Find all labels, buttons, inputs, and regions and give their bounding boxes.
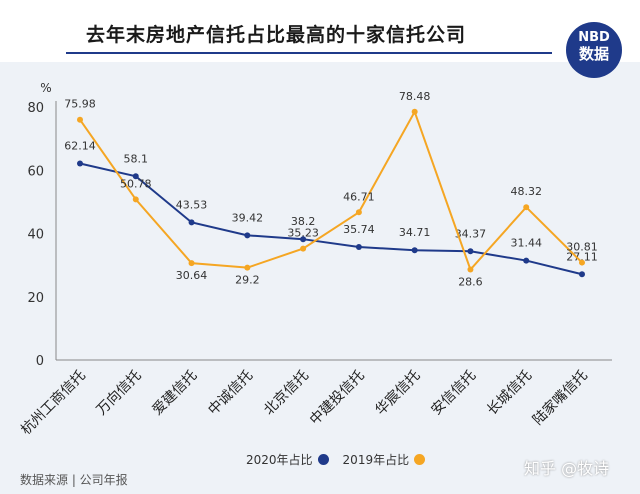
title-underline [66, 52, 552, 54]
data-label: 31.44 [510, 237, 542, 250]
data-label: 78.48 [399, 90, 431, 103]
data-point [411, 108, 418, 115]
data-label: 35.23 [287, 227, 319, 240]
data-point [244, 232, 251, 239]
data-point [355, 243, 362, 250]
data-point [77, 160, 83, 167]
series-line-1 [79, 109, 583, 272]
data-point [300, 236, 307, 243]
chart-title: 去年末房地产信托占比最高的十家信托公司 [86, 24, 467, 46]
data-point [132, 196, 139, 203]
data-point [467, 266, 474, 273]
y-tick-label: 80 [27, 101, 44, 116]
x-tick-label: 中建投信托 [307, 368, 368, 429]
data-point [132, 173, 139, 180]
legend-item-2020: 2020年占比 [246, 451, 329, 468]
x-tick-label: 长城信托 [484, 368, 535, 419]
series-line-0 [79, 162, 583, 276]
data-label: 62.14 [64, 139, 96, 152]
badge-label: 数据 [578, 45, 609, 63]
data-point [523, 257, 530, 264]
data-point [467, 248, 474, 255]
data-point [244, 264, 251, 271]
x-tick-label: 安信信托 [428, 368, 479, 419]
data-point [300, 245, 307, 252]
legend: 2020年占比 2019年占比 [246, 451, 439, 468]
data-point [188, 260, 195, 267]
legend-label-2019: 2019年占比 [342, 453, 410, 467]
x-tick-label: 华宸信托 [372, 367, 424, 419]
data-label: 43.53 [176, 198, 208, 211]
y-tick-label: 0 [36, 354, 44, 369]
x-tick-label: 爱建信托 [149, 368, 200, 419]
data-point [579, 259, 585, 266]
x-tick-label: 杭州工商信托 [18, 368, 89, 439]
data-label: 46.71 [343, 190, 375, 203]
data-label: 38.2 [291, 215, 316, 228]
data-label: 35.74 [343, 223, 375, 236]
title-band [0, 0, 640, 62]
data-point [579, 271, 585, 278]
data-point [188, 219, 195, 226]
data-label: 50.78 [120, 177, 152, 190]
data-label: 29.2 [235, 274, 260, 287]
data-label: 75.98 [64, 98, 96, 111]
x-tick-label: 万向信托 [94, 368, 145, 419]
x-tick-label: 北京信托 [261, 368, 312, 419]
badge-brand: NBD [578, 30, 610, 45]
x-tick-label: 中诚信托 [205, 368, 256, 419]
data-source: 数据来源 | 公司年报 [20, 473, 128, 487]
y-tick-label: 20 [27, 291, 44, 306]
data-point [523, 204, 530, 211]
legend-marker-2020 [317, 454, 329, 465]
x-tick-label: 陆家嘴信托 [529, 367, 591, 429]
data-label: 34.71 [399, 226, 431, 239]
data-point [355, 209, 362, 216]
legend-item-2019: 2019年占比 [343, 451, 426, 468]
data-label: 30.81 [566, 241, 598, 254]
data-point [411, 247, 418, 254]
watermark: 知乎 @牧诗 [524, 459, 610, 478]
legend-marker-2019 [414, 454, 426, 465]
data-label: 28.6 [458, 276, 483, 289]
data-label: 48.32 [510, 185, 542, 198]
data-label: 39.42 [232, 211, 264, 224]
y-tick-label: 40 [27, 228, 44, 243]
data-point [77, 116, 83, 123]
data-label: 58.1 [124, 152, 149, 165]
data-label: 34.37 [455, 227, 487, 240]
y-axis-unit: % [40, 81, 51, 95]
nbd-data-badge: NBD 数据 [566, 22, 622, 78]
y-tick-label: 60 [27, 164, 44, 179]
data-label: 30.64 [176, 269, 208, 282]
legend-label-2020: 2020年占比 [246, 453, 313, 467]
